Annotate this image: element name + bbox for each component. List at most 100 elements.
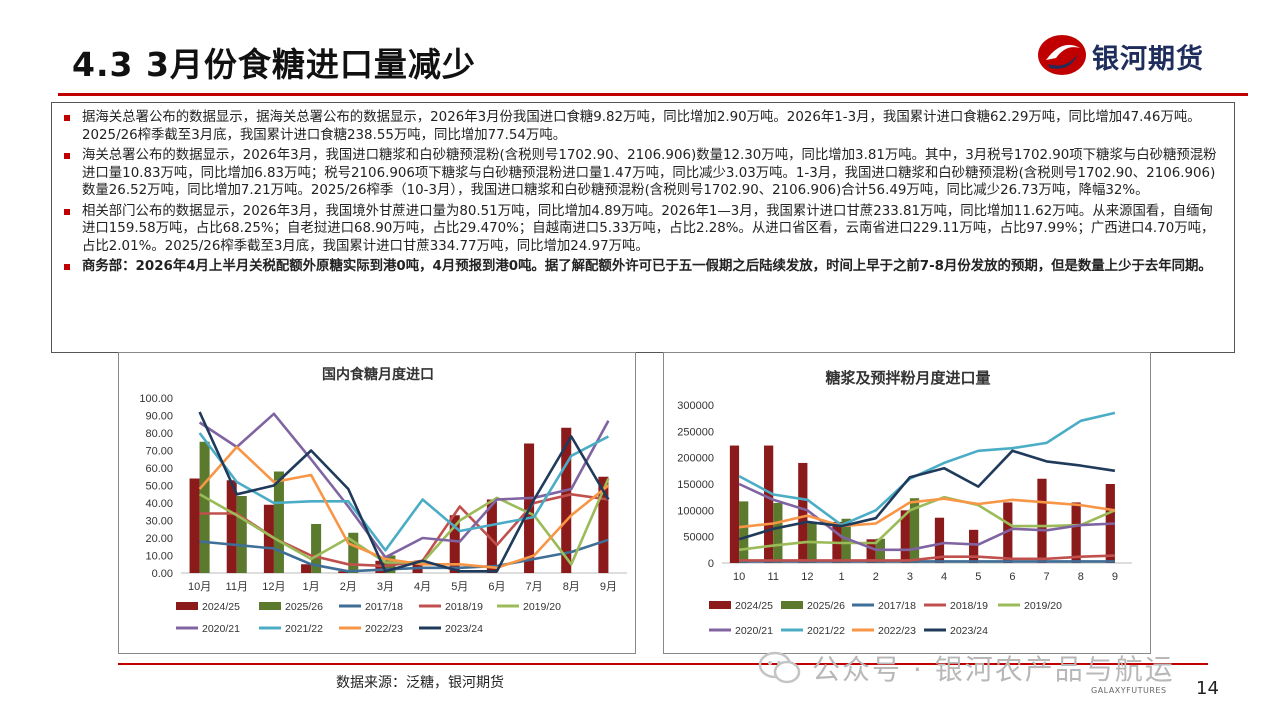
bar-2024-25 — [866, 539, 876, 563]
x-tick-label: 4 — [941, 571, 947, 583]
chart-title: 国内食糖月度进口 — [322, 366, 434, 383]
x-tick-label: 1月 — [303, 581, 320, 593]
line-2023-24 — [738, 449, 1116, 541]
y-tick-label: 80.00 — [145, 428, 173, 440]
y-tick-label: 40.00 — [145, 498, 173, 510]
bar-2024-25 — [598, 476, 609, 573]
y-tick-label: 10.00 — [145, 551, 173, 563]
legend-label: 2020/21 — [735, 625, 773, 637]
x-tick-label: 3 — [907, 571, 913, 583]
x-tick-label: 7 — [1044, 571, 1050, 583]
y-tick-label: 0.00 — [152, 568, 173, 580]
line-2023-24 — [198, 411, 610, 573]
bar-2025-26 — [236, 496, 247, 573]
bar-2024-25 — [1071, 502, 1081, 563]
bar-2024-25 — [338, 571, 349, 573]
line-2019-20 — [738, 495, 1116, 552]
x-tick-label: 2 — [873, 571, 879, 583]
line-2022-23 — [738, 497, 1116, 529]
bottom-divider — [118, 663, 1208, 665]
legend-label: 2022/23 — [878, 625, 916, 637]
line-2022-23 — [198, 445, 610, 570]
bar-2025-26 — [909, 498, 920, 563]
page-number: 14 — [1196, 678, 1219, 699]
bar-2024-25 — [301, 564, 312, 573]
bar-2025-26 — [841, 518, 851, 563]
x-tick-label: 12月 — [262, 581, 285, 593]
bar-2024-25 — [226, 480, 237, 573]
chart-svg: 国内食糖月度进口 0.00 10.00 20.00 30.00 40.00 50.00 60.… — [139, 366, 627, 635]
x-tick-label: 11 — [768, 571, 779, 583]
bar-2025-26 — [739, 501, 749, 563]
bar-2024-25 — [798, 462, 808, 563]
title-divider — [58, 93, 1248, 96]
bar-2024-25 — [1003, 502, 1013, 563]
bar-2025-26 — [348, 532, 359, 573]
legend-label: 2019/20 — [523, 601, 561, 613]
x-tick-label: 1 — [839, 571, 845, 583]
galaxy-futures-text: GALAXYFUTURES — [1091, 686, 1167, 695]
x-tick-label: 12 — [801, 571, 813, 583]
y-tick-label: 60.00 — [145, 463, 173, 475]
bullet-item: 据海关总署公布的数据显示，据海关总署公布的数据显示，2026年3月份我国进口食糖… — [60, 109, 1224, 144]
y-tick-label: 200000 — [677, 453, 714, 465]
legend-label: 2023/24 — [950, 625, 988, 637]
legend-label: 2017/18 — [878, 600, 916, 612]
bar-2024-25 — [263, 504, 274, 573]
legend-label: 2021/22 — [807, 625, 845, 637]
line-2020-21 — [738, 482, 1115, 552]
x-tick-label: 10月 — [188, 581, 211, 593]
y-tick-label: 90.00 — [145, 411, 173, 423]
legend-label: 2023/24 — [445, 623, 483, 635]
legend-swatch — [709, 601, 731, 609]
line-2019-20 — [198, 477, 610, 566]
wechat-icon — [758, 651, 801, 684]
y-tick-label: 30.00 — [145, 516, 173, 528]
y-tick-label: 100000 — [677, 505, 714, 517]
bar-2024-25 — [934, 517, 945, 563]
legend-label: 2021/22 — [285, 623, 323, 635]
x-tick-label: 6月 — [488, 581, 505, 593]
x-tick-label: 8月 — [563, 581, 580, 593]
bar-2024-25 — [189, 478, 200, 573]
y-tick-label: 0 — [708, 558, 714, 570]
legend-label: 2018/19 — [445, 601, 483, 613]
bar-2024-25 — [729, 445, 740, 563]
bar-2025-26 — [311, 524, 322, 573]
line-2021-22 — [198, 432, 609, 552]
bar-2025-26 — [273, 471, 284, 573]
x-tick-label: 6 — [1009, 571, 1015, 583]
line-2020-21 — [198, 412, 610, 559]
legend-label: 2018/19 — [950, 600, 988, 612]
galaxy-logo-icon — [1038, 35, 1086, 75]
y-tick-label: 50000 — [683, 532, 714, 544]
bullet-item: 相关部门公布的数据显示，2026年3月，我国境外甘蔗进口量为80.51万吨，同比… — [60, 203, 1224, 256]
chart-title: 糖浆及预拌粉月度进口量 — [825, 369, 990, 387]
bar-2024-25 — [561, 427, 572, 573]
legend-label: 2025/26 — [285, 601, 323, 613]
legend-label: 2024/25 — [202, 601, 240, 613]
legend-swatch — [781, 601, 803, 609]
bullet-item: 商务部：2026年4月上半月关税配额外原糖实际到港0吨，4月预报到港0吨。据了解… — [60, 258, 1224, 276]
x-tick-label: 3月 — [377, 581, 394, 593]
x-tick-label: 11月 — [226, 581, 248, 593]
x-tick-label: 7月 — [526, 581, 543, 593]
bar-2024-25 — [900, 510, 910, 563]
x-tick-label: 9月 — [600, 581, 617, 593]
bullet-item: 海关总署公布的数据显示，2026年3月，我国进口糖浆和白砂糖预混粉(含税则号17… — [60, 147, 1224, 200]
legend-label: 2019/20 — [1024, 600, 1062, 612]
x-tick-label: 2月 — [340, 581, 357, 593]
bar-2025-26 — [199, 441, 210, 573]
bar-2024-25 — [1037, 478, 1047, 563]
bar-2025-26 — [773, 502, 783, 563]
y-tick-label: 250000 — [677, 426, 714, 438]
legend-label: 2025/26 — [807, 600, 845, 612]
y-tick-label: 300000 — [677, 400, 714, 412]
y-tick-label: 100.00 — [139, 393, 173, 405]
legend-label: 2020/21 — [202, 623, 240, 635]
x-tick-label: 5月 — [451, 581, 468, 593]
y-tick-label: 150000 — [677, 479, 714, 491]
y-tick-label: 50.00 — [145, 481, 173, 493]
chart-svg: 糖浆及预拌粉月度进口量 0 50000 100000 150000 200000 25000… — [677, 369, 1132, 637]
line-2021-22 — [738, 411, 1116, 527]
